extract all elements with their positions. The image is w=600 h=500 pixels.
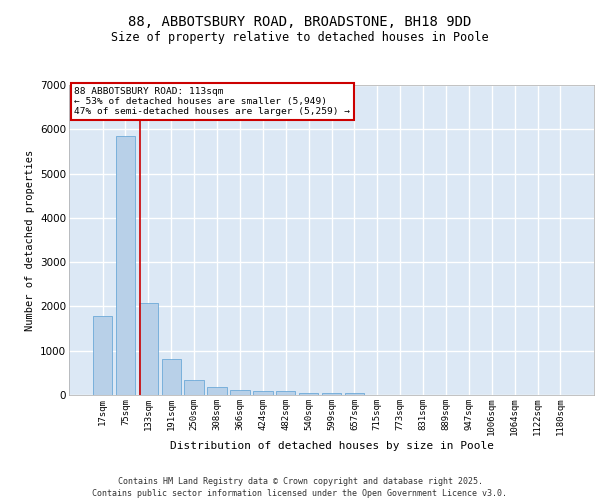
Text: Contains HM Land Registry data © Crown copyright and database right 2025.
Contai: Contains HM Land Registry data © Crown c… bbox=[92, 476, 508, 498]
Bar bbox=[322, 393, 341, 395]
Bar bbox=[139, 303, 158, 395]
Bar bbox=[161, 358, 181, 395]
Bar bbox=[344, 393, 364, 395]
Bar bbox=[276, 392, 295, 395]
X-axis label: Distribution of detached houses by size in Poole: Distribution of detached houses by size … bbox=[170, 441, 493, 451]
Bar bbox=[253, 391, 272, 395]
Text: 88 ABBOTSBURY ROAD: 113sqm
← 53% of detached houses are smaller (5,949)
47% of s: 88 ABBOTSBURY ROAD: 113sqm ← 53% of deta… bbox=[74, 86, 350, 117]
Bar bbox=[93, 316, 112, 395]
Bar bbox=[208, 387, 227, 395]
Text: 88, ABBOTSBURY ROAD, BROADSTONE, BH18 9DD: 88, ABBOTSBURY ROAD, BROADSTONE, BH18 9D… bbox=[128, 16, 472, 30]
Bar bbox=[299, 392, 319, 395]
Y-axis label: Number of detached properties: Number of detached properties bbox=[25, 150, 35, 330]
Bar bbox=[230, 390, 250, 395]
Bar bbox=[116, 136, 135, 395]
Bar bbox=[184, 380, 204, 395]
Text: Size of property relative to detached houses in Poole: Size of property relative to detached ho… bbox=[111, 31, 489, 44]
